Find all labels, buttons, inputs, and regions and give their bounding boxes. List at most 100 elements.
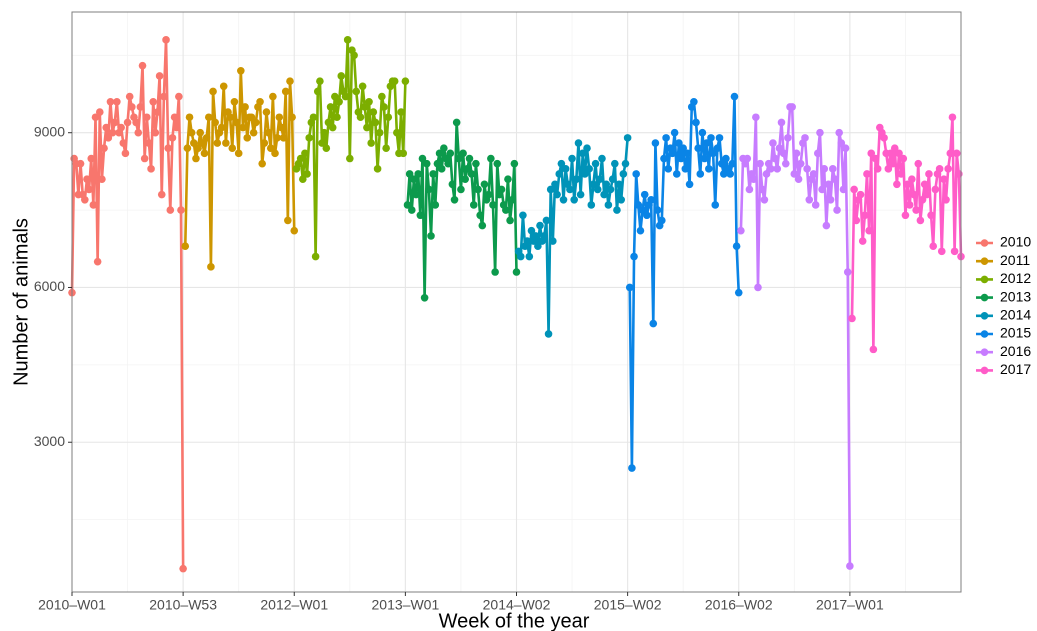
data-point <box>700 154 709 163</box>
data-point <box>290 226 299 235</box>
data-point <box>234 149 243 158</box>
legend-key-point <box>980 257 989 266</box>
data-point <box>890 144 899 152</box>
data-point <box>820 165 829 173</box>
data-point <box>425 185 433 194</box>
legend-key-point <box>980 330 989 338</box>
data-point <box>91 113 100 122</box>
data-point <box>940 175 948 183</box>
data-point <box>123 118 132 127</box>
data-point <box>164 144 172 152</box>
data-point <box>719 170 728 178</box>
data-point <box>850 185 858 194</box>
data-point <box>108 128 117 137</box>
data-point <box>585 165 593 173</box>
legend-key-point <box>980 348 989 357</box>
data-point <box>204 113 213 122</box>
data-point <box>613 206 621 214</box>
x-tick-label: 2016–W02 <box>705 597 773 613</box>
data-point <box>664 165 673 173</box>
data-point <box>298 175 307 183</box>
data-point <box>711 201 720 209</box>
legend-key-point <box>980 366 989 375</box>
data-point <box>694 144 702 152</box>
data-point <box>952 149 961 158</box>
series-line <box>850 115 963 351</box>
data-point <box>420 293 429 302</box>
data-point <box>589 180 598 189</box>
data-point <box>281 87 290 96</box>
data-point <box>828 165 837 173</box>
legend-label: 2017 <box>1000 361 1031 377</box>
data-point <box>260 139 269 147</box>
data-point <box>331 92 339 101</box>
data-point <box>722 154 730 163</box>
y-tick-label: 6000 <box>34 278 65 294</box>
data-point <box>771 154 779 163</box>
data-point <box>459 149 467 158</box>
data-point <box>256 97 264 106</box>
data-point <box>313 87 322 96</box>
data-point <box>777 118 786 127</box>
data-point <box>305 134 314 142</box>
data-point <box>326 103 335 111</box>
data-point <box>446 149 455 158</box>
x-tick-label: 2013–W01 <box>372 597 440 613</box>
data-point <box>814 149 822 158</box>
data-point <box>587 201 596 209</box>
data-point <box>769 139 777 147</box>
data-point <box>303 170 311 178</box>
data-point <box>944 165 952 173</box>
data-point <box>502 206 510 214</box>
data-point <box>516 252 525 261</box>
data-point <box>440 144 448 152</box>
data-point <box>200 149 209 158</box>
data-point <box>566 185 574 194</box>
data-point <box>916 216 925 225</box>
data-point <box>219 82 228 91</box>
data-point <box>140 154 149 163</box>
data-point <box>153 108 162 116</box>
data-point <box>104 134 113 142</box>
data-point <box>230 97 239 106</box>
data-point <box>301 149 309 158</box>
data-point <box>273 134 281 142</box>
data-point <box>98 175 106 183</box>
data-point <box>758 185 767 194</box>
data-point <box>110 118 119 127</box>
data-point <box>773 165 782 173</box>
data-point <box>264 128 273 137</box>
data-point <box>427 232 435 240</box>
data-point <box>168 134 177 142</box>
data-point <box>886 149 895 158</box>
data-point <box>251 118 260 127</box>
data-point <box>615 180 623 189</box>
data-point <box>145 139 153 147</box>
data-point <box>822 221 831 230</box>
data-point <box>487 154 495 163</box>
data-point <box>202 134 211 142</box>
data-point <box>899 154 908 163</box>
legend-label: 2015 <box>1000 325 1031 341</box>
data-point <box>525 252 534 261</box>
data-point <box>350 51 358 60</box>
data-point <box>683 149 692 158</box>
data-point <box>551 180 559 189</box>
data-point <box>619 170 628 178</box>
data-point <box>630 252 638 261</box>
data-point <box>275 113 284 122</box>
data-point <box>950 247 959 256</box>
data-point <box>792 149 801 158</box>
data-point <box>506 216 514 225</box>
data-point <box>653 206 662 214</box>
data-point <box>284 216 292 225</box>
data-point <box>651 139 660 147</box>
data-point <box>407 206 416 214</box>
data-point <box>893 180 901 189</box>
data-point <box>149 97 158 106</box>
data-point <box>914 159 923 168</box>
data-point <box>752 113 760 122</box>
data-point <box>474 185 482 194</box>
data-point <box>175 92 183 101</box>
data-point <box>211 118 219 127</box>
